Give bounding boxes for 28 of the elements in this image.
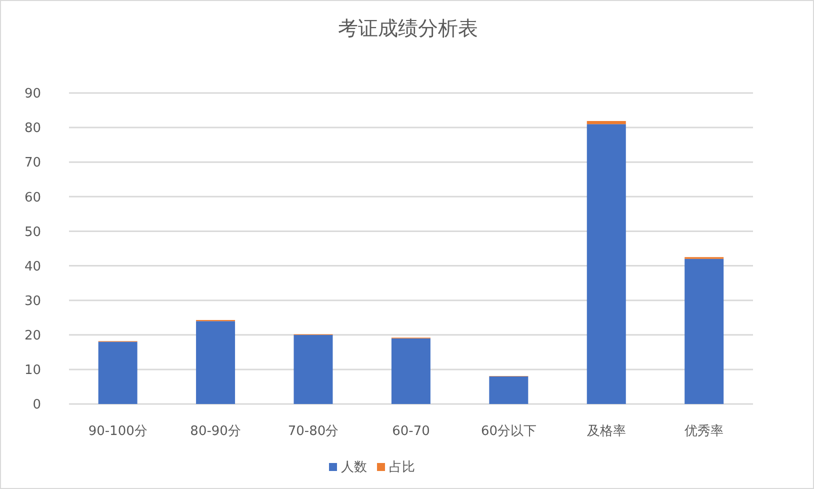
- x-tick-label: 60-70: [392, 424, 430, 440]
- y-tick-label: 10: [24, 363, 41, 378]
- y-tick-label: 60: [24, 190, 41, 206]
- y-tick-label: 70: [24, 156, 41, 171]
- x-tick-label: 60分以下: [480, 424, 536, 440]
- bar: [98, 342, 138, 404]
- legend-label: 占比: [389, 460, 415, 475]
- bar: [684, 258, 724, 404]
- y-tick-label: 80: [24, 121, 41, 136]
- chart-title: 考证成绩分析表: [337, 15, 479, 41]
- x-tick-label: 90-100分: [88, 424, 148, 440]
- bar: [489, 376, 528, 404]
- legend-label: 人数: [341, 460, 367, 475]
- bar: [586, 124, 626, 404]
- y-tick-label: 90: [24, 86, 41, 102]
- y-tick-label: 0: [32, 398, 41, 413]
- x-tick-label: 70-80分: [288, 424, 339, 440]
- y-tick-label: 30: [24, 294, 41, 309]
- bar: [294, 334, 333, 404]
- bar: [391, 338, 430, 404]
- x-tick-label: 80-90分: [190, 424, 241, 440]
- y-tick-label: 40: [24, 259, 41, 274]
- x-tick-label: 及格率: [586, 423, 626, 440]
- bar: [196, 321, 236, 404]
- x-tick-label: 优秀率: [684, 423, 724, 440]
- y-tick-label: 50: [24, 224, 41, 240]
- y-tick-label: 20: [24, 328, 41, 344]
- bar: [586, 120, 626, 124]
